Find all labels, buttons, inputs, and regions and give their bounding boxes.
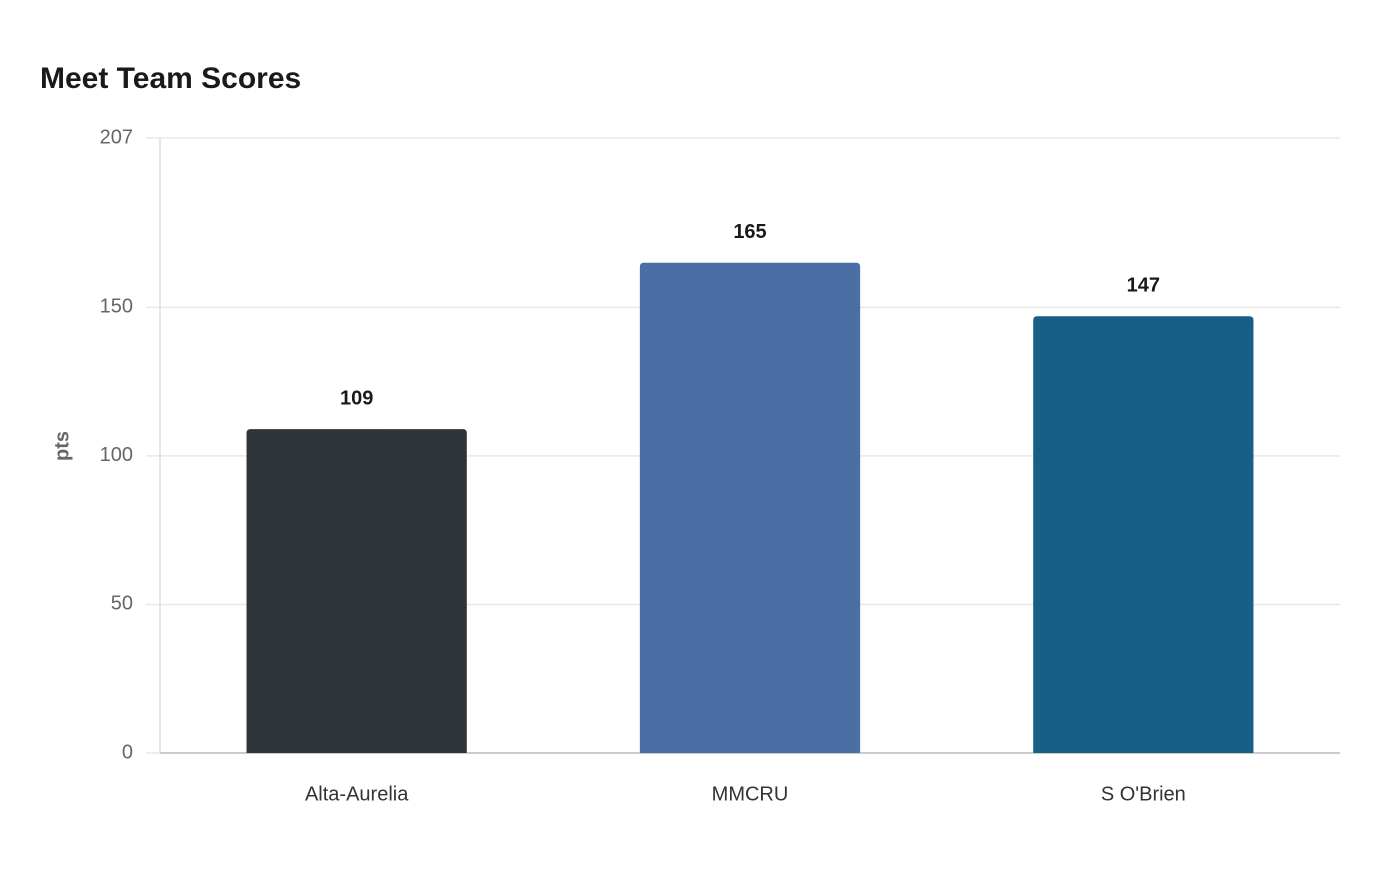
x-tick-label: Alta-Aurelia: [305, 783, 409, 805]
value-label: 165: [733, 221, 766, 243]
y-tick-label: 207: [100, 126, 133, 148]
y-tick-label: 50: [111, 593, 133, 615]
chart-title: Meet Team Scores: [40, 62, 301, 95]
y-tick-label: 0: [122, 741, 133, 763]
bar: [1033, 316, 1254, 753]
y-axis-label: pts: [51, 431, 73, 461]
bar: [639, 262, 861, 753]
value-label: 109: [340, 387, 373, 409]
x-tick-label: S O'Brien: [1101, 783, 1186, 805]
value-label: 147: [1127, 275, 1160, 297]
y-tick-label: 100: [100, 444, 133, 466]
bar: [246, 429, 467, 753]
y-tick-label: 150: [100, 296, 133, 318]
x-tick-label: MMCRU: [712, 783, 789, 805]
